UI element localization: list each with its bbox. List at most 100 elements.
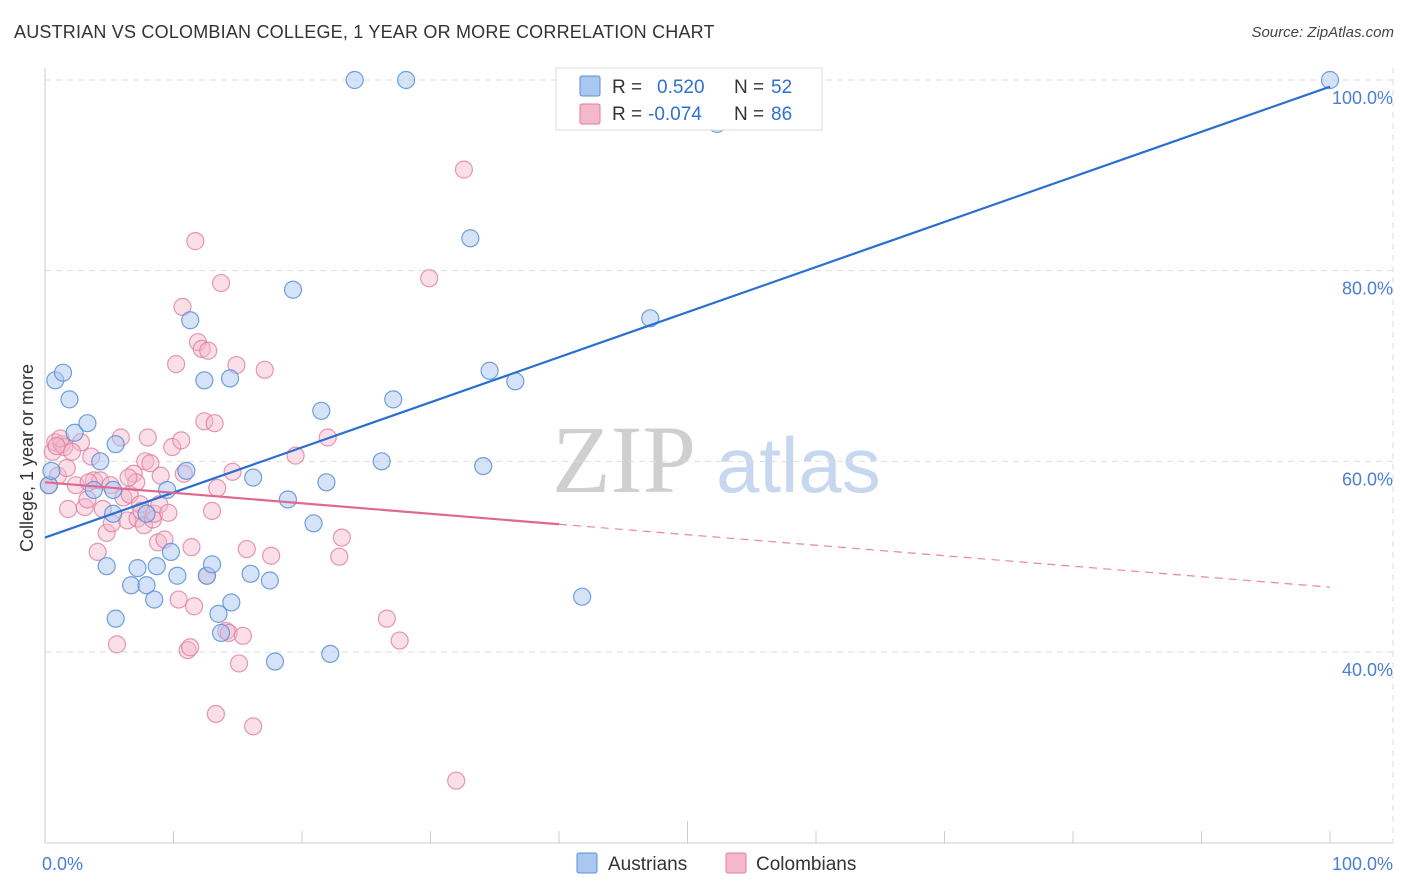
colombians-point [206, 704, 226, 724]
colombians-point [47, 436, 66, 456]
austrians-point [84, 480, 103, 500]
correlation-legend: R = 0.520 N = 52 R = -0.074 N = 86 [555, 67, 823, 131]
austrians-point [106, 609, 125, 628]
y-tick-label: 80.0% [1342, 279, 1393, 299]
legend-colombians-r-label: R = [612, 104, 642, 125]
legend-bottom-austrians-swatch [576, 852, 598, 874]
colombians-point [119, 468, 138, 487]
colombians-point [138, 428, 157, 447]
austrians-point [145, 590, 164, 609]
colombians-point [159, 503, 178, 522]
colombians-point [192, 339, 211, 358]
colombians-point [166, 354, 186, 374]
chart-source: Source: ZipAtlas.com [1251, 24, 1394, 41]
colombians-point [184, 597, 204, 616]
colombians-point [62, 442, 82, 461]
y-tick-label: 40.0% [1342, 660, 1393, 680]
austrians-point [65, 423, 84, 442]
austrians-point [202, 555, 222, 574]
austrians-point [181, 311, 200, 330]
colombians-point [205, 414, 224, 433]
austrians-point [321, 644, 340, 664]
x-tick-label-max: 100.0% [1332, 854, 1393, 874]
austrians-point [104, 480, 123, 500]
colombians-point [202, 501, 222, 521]
x-tick-labels: 0.0% 100.0% [42, 854, 1393, 874]
austrians-point [384, 390, 403, 409]
austrians-point [372, 452, 391, 471]
austrians-point [345, 70, 364, 90]
colombians-point [211, 273, 231, 293]
austrians-point [42, 461, 61, 480]
austrians-point [265, 652, 285, 671]
austrians-point [220, 369, 240, 388]
colombians-point [199, 341, 218, 360]
austrians-trend-line [44, 85, 1331, 539]
austrians-point [106, 435, 125, 454]
austrians-point [222, 593, 241, 612]
colombians-point [107, 635, 127, 654]
x-tick-label-min: 0.0% [42, 854, 83, 874]
austrians-point [137, 576, 156, 595]
watermark-atlas: atlas [716, 421, 881, 509]
colombians-point [447, 771, 466, 790]
colombians-point [182, 538, 201, 557]
austrians-point [480, 361, 499, 380]
y-tick-label: 100.0% [1332, 88, 1393, 108]
colombians-point [233, 626, 252, 645]
austrians-point [128, 559, 147, 578]
colombians-point [390, 631, 409, 650]
legend-colombians-n-value: 86 [771, 104, 792, 125]
colombians-trend-line [44, 481, 560, 526]
y-axis-label: College, 1 year or more [17, 364, 37, 552]
y-tick-labels: 40.0% 60.0% 80.0% 100.0% [1332, 88, 1393, 680]
colombians-point [178, 640, 197, 660]
austrians-point [91, 452, 110, 471]
colombians-point [59, 499, 78, 519]
colombians-point [262, 546, 281, 565]
colombians-point [208, 478, 227, 498]
austrians-point [312, 401, 331, 420]
austrians-point [260, 571, 279, 590]
trend-lines [44, 85, 1331, 588]
colombians-point [169, 590, 188, 609]
austrians-points [39, 70, 1340, 671]
austrians-point [53, 363, 73, 382]
austrians-point [396, 70, 416, 90]
legend-colombians-r-value: -0.074 [648, 104, 702, 125]
colombians-point [181, 638, 200, 657]
colombians-point [172, 431, 191, 450]
austrians-point [147, 557, 166, 576]
austrians-point [1320, 70, 1340, 90]
austrians-point [161, 542, 181, 562]
colombians-point [186, 232, 205, 251]
austrians-point [195, 371, 214, 390]
austrians-point [211, 623, 231, 643]
austrians-point [121, 576, 141, 595]
legend-bottom-austrians-label: Austrians [608, 854, 687, 875]
gridlines [45, 68, 1394, 843]
colombians-point [141, 454, 160, 473]
y-tick-label: 60.0% [1342, 469, 1393, 489]
colombians-point [255, 360, 274, 379]
colombians-point [237, 539, 256, 559]
austrians-point [168, 566, 187, 585]
legend-colombians-swatch [579, 103, 601, 125]
austrians-point [78, 414, 97, 433]
colombians-point [377, 609, 396, 628]
austrians-point [304, 514, 323, 533]
colombians-point [97, 523, 116, 542]
colombians-point [163, 437, 182, 457]
colombians-point [330, 547, 349, 566]
watermark-zip: ZIP [552, 406, 696, 513]
austrians-point [474, 457, 493, 476]
colombians-point [173, 297, 192, 316]
austrians-point [209, 604, 228, 623]
colombians-point [229, 654, 249, 673]
legend-austrians-r-value: 0.520 [657, 77, 705, 98]
austrians-point [137, 504, 156, 523]
legend-bottom-colombians-swatch [725, 852, 747, 874]
austrians-point [244, 468, 263, 487]
colombians-point [244, 717, 263, 736]
